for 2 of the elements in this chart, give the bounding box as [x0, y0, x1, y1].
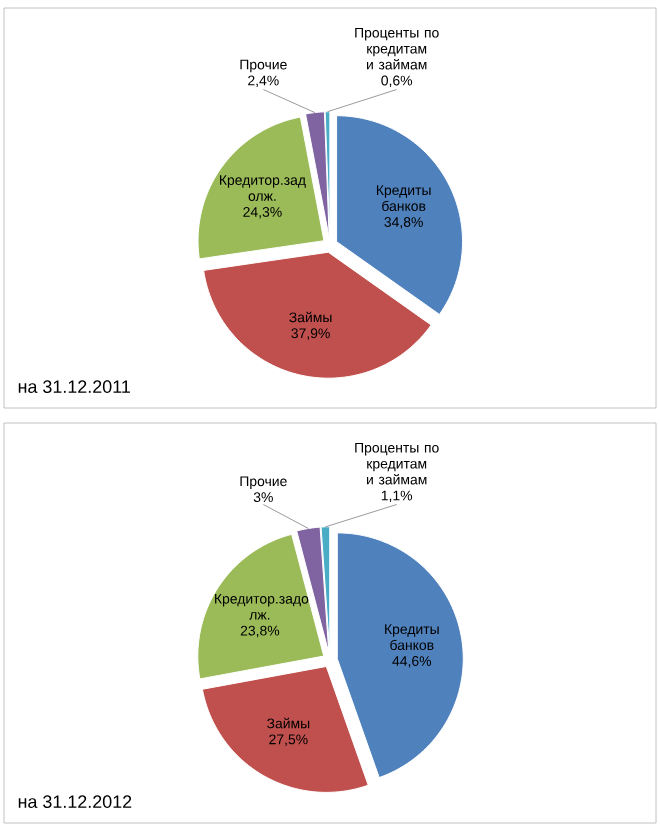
- text: на 31.12.2011: [18, 380, 130, 393]
- text: на 31.12.2012: [18, 795, 132, 808]
